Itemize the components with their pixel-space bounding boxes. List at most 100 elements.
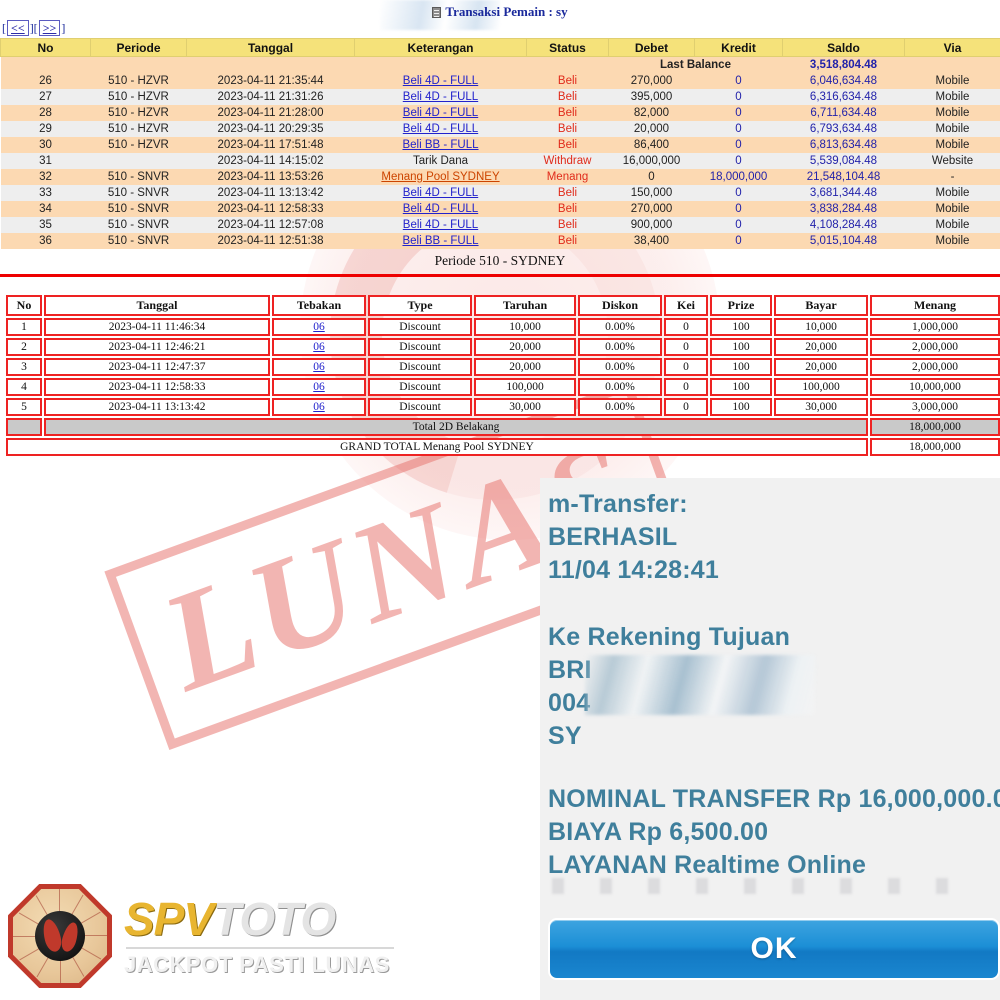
cell-bet-kei: 0	[664, 337, 708, 356]
cell-no: 32	[0, 168, 91, 185]
keterangan-link[interactable]: Beli 4D - FULL	[402, 106, 479, 119]
keterangan-link[interactable]: Beli 4D - FULL	[402, 218, 479, 231]
document-icon	[432, 7, 442, 18]
cell-bet-type: Discount	[368, 337, 472, 356]
cell-keterangan[interactable]: Beli 4D - FULL	[354, 200, 527, 217]
cell-keterangan[interactable]: Beli BB - FULL	[354, 232, 527, 249]
cell-bet-no: 3	[6, 357, 42, 376]
cell-bet-tebakan[interactable]: 06	[272, 317, 366, 336]
cell-keterangan[interactable]: Beli 4D - FULL	[354, 72, 527, 89]
ok-button[interactable]: OK	[548, 918, 1000, 980]
keterangan-link[interactable]: Beli 4D - FULL	[402, 122, 479, 135]
cell-tanggal: 2023-04-11 14:15:02	[186, 152, 355, 169]
cell-keterangan[interactable]: Beli BB - FULL	[354, 136, 527, 153]
cell-tanggal: 2023-04-11 12:58:33	[186, 200, 355, 217]
bth-no: No	[6, 294, 42, 316]
receipt-redaction-blur	[585, 655, 815, 715]
cell-periode: 510 - HZVR	[90, 88, 187, 105]
cell-debet: 16,000,000	[608, 152, 695, 169]
keterangan-link[interactable]: Beli BB - FULL	[402, 234, 479, 247]
cell-tanggal: 2023-04-11 12:51:38	[186, 232, 355, 249]
cell-saldo: 6,711,634.48	[782, 104, 905, 121]
cell-bet-taruhan: 100,000	[474, 377, 576, 396]
cell-bet-no: 5	[6, 397, 42, 416]
keterangan-link[interactable]: Beli BB - FULL	[402, 138, 479, 151]
cell-debet: 0	[608, 168, 695, 185]
keterangan-link[interactable]: Beli 4D - FULL	[402, 90, 479, 103]
cell-periode: 510 - SNVR	[90, 184, 187, 201]
th-status: Status	[526, 38, 609, 57]
cell-status: Menang	[526, 168, 609, 185]
cell-keterangan: Tarik Dana	[354, 152, 527, 169]
pagination-bar: [<<][>>]	[2, 20, 66, 36]
cell-bet-prize: 100	[710, 357, 772, 376]
cell-kredit: 18,000,000	[694, 168, 783, 185]
cell-keterangan[interactable]: Beli 4D - FULL	[354, 184, 527, 201]
cell-no: 27	[0, 88, 91, 105]
cell-tanggal: 2023-04-11 17:51:48	[186, 136, 355, 153]
total-2d-value: 18,000,000	[870, 417, 1000, 436]
cell-keterangan[interactable]: Beli 4D - FULL	[354, 120, 527, 137]
cell-no: 33	[0, 184, 91, 201]
cell-keterangan[interactable]: Beli 4D - FULL	[354, 104, 527, 121]
bets-header-row: No Tanggal Tebakan Type Taruhan Diskon K…	[6, 294, 1000, 316]
bth-diskon: Diskon	[578, 294, 662, 316]
pager-next-button[interactable]: >>	[38, 20, 61, 36]
cell-keterangan[interactable]: Beli 4D - FULL	[354, 216, 527, 233]
cell-bet-type: Discount	[368, 357, 472, 376]
cell-bet-diskon: 0.00%	[578, 357, 662, 376]
tebakan-link[interactable]: 06	[313, 380, 325, 393]
cell-keterangan[interactable]: Beli 4D - FULL	[354, 88, 527, 105]
keterangan-link[interactable]: Menang Pool SYDNEY	[381, 170, 500, 183]
tebakan-link[interactable]: 06	[313, 340, 325, 353]
cell-tanggal: 2023-04-11 21:31:26	[186, 88, 355, 105]
transactions-table: No Periode Tanggal Keterangan Status Deb…	[0, 38, 1000, 249]
bet-row: 3 2023-04-11 12:47:37 06 Discount 20,000 0.00…	[6, 357, 1000, 376]
cell-saldo: 3,681,344.48	[782, 184, 905, 201]
total-2d-label: Total 2D Belakang	[44, 417, 868, 436]
receipt-line-bank: BRI	[548, 656, 592, 684]
cell-bet-tebakan[interactable]: 06	[272, 337, 366, 356]
cell-via: Mobile	[904, 72, 1000, 89]
keterangan-link[interactable]: Beli 4D - FULL	[402, 186, 479, 199]
keterangan-link[interactable]: Beli 4D - FULL	[402, 74, 479, 87]
tebakan-link[interactable]: 06	[313, 360, 325, 373]
transaction-row: 26 510 - HZVR 2023-04-11 21:35:44 Beli 4D -…	[0, 72, 1000, 89]
cell-keterangan[interactable]: Menang Pool SYDNEY	[354, 168, 527, 185]
cell-bet-prize: 100	[710, 397, 772, 416]
transaction-row: 29 510 - HZVR 2023-04-11 20:29:35 Beli 4D -…	[0, 120, 1000, 137]
bth-tanggal: Tanggal	[44, 294, 270, 316]
tebakan-link[interactable]: 06	[313, 320, 325, 333]
last-balance-row: Last Balance 3,518,804.48	[0, 56, 1000, 73]
cell-bet-no: 2	[6, 337, 42, 356]
cell-saldo: 21,548,104.48	[782, 168, 905, 185]
receipt-line-datetime: 11/04 14:28:41	[548, 556, 720, 584]
brand-tagline: JACKPOT PASTI LUNAS	[124, 952, 390, 977]
keterangan-link[interactable]: Beli 4D - FULL	[402, 202, 479, 215]
bets-body: 1 2023-04-11 11:46:34 06 Discount 10,000 0.00…	[6, 317, 1000, 416]
cell-bet-menang: 3,000,000	[870, 397, 1000, 416]
cell-bet-tebakan[interactable]: 06	[272, 377, 366, 396]
cell-bet-type: Discount	[368, 397, 472, 416]
bth-tebakan: Tebakan	[272, 294, 366, 316]
receipt-line-name: SY	[548, 722, 582, 750]
cell-saldo: 6,046,634.48	[782, 72, 905, 89]
cell-debet: 20,000	[608, 120, 695, 137]
cell-saldo: 5,539,084.48	[782, 152, 905, 169]
cell-no: 31	[0, 152, 91, 169]
cell-no: 30	[0, 136, 91, 153]
tebakan-link[interactable]: 06	[313, 400, 325, 413]
cell-via: Mobile	[904, 88, 1000, 105]
cell-kredit: 0	[694, 184, 783, 201]
brand-divider	[126, 947, 394, 949]
pager-prev-button[interactable]: <<	[7, 20, 29, 36]
transaction-row: 28 510 - HZVR 2023-04-11 21:28:00 Beli 4D -…	[0, 104, 1000, 121]
cell-bet-tebakan[interactable]: 06	[272, 397, 366, 416]
cell-status: Beli	[526, 136, 609, 153]
cell-bet-no: 4	[6, 377, 42, 396]
cell-saldo: 6,813,634.48	[782, 136, 905, 153]
cell-bet-tebakan[interactable]: 06	[272, 357, 366, 376]
bet-row: 4 2023-04-11 12:58:33 06 Discount 100,000 0.0…	[6, 377, 1000, 396]
cell-bet-prize: 100	[710, 337, 772, 356]
transaction-row: 33 510 - SNVR 2023-04-11 13:13:42 Beli 4D -…	[0, 184, 1000, 201]
